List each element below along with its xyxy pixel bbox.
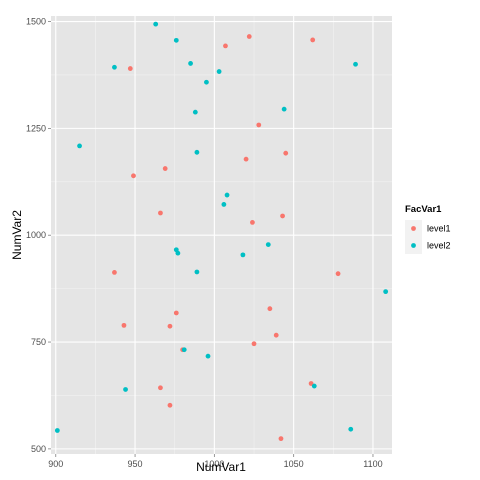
data-point-level1	[251, 341, 257, 347]
data-point-level2	[383, 289, 389, 295]
data-point-level2	[216, 69, 222, 74]
data-point-level2	[194, 269, 200, 275]
data-point-level2	[348, 426, 354, 432]
data-point-level1	[250, 219, 255, 225]
data-point-level1	[246, 34, 252, 39]
data-point-level2	[353, 61, 358, 67]
data-point-level2	[192, 109, 198, 115]
data-point-level1	[158, 210, 163, 216]
data-point-level1	[173, 310, 179, 316]
data-point-level2	[188, 61, 193, 66]
data-point-level1	[278, 436, 284, 442]
x-tick-label: 900	[48, 459, 63, 469]
data-point-level2	[224, 192, 230, 198]
data-point-level2	[173, 37, 179, 43]
data-point-level2	[221, 202, 227, 207]
y-tick-label: 1000	[26, 230, 46, 240]
data-points	[54, 21, 389, 442]
data-point-level1	[167, 323, 173, 329]
data-point-level1	[131, 173, 136, 179]
y-tick-label: 1250	[26, 123, 46, 133]
y-axis-ticks: 500 750 1000 1250 1500	[26, 17, 51, 454]
data-point-level1	[112, 269, 117, 275]
data-point-level2	[281, 106, 287, 112]
data-point-level2	[112, 64, 117, 70]
x-axis-ticks: 900 950 1000 1050 1100	[48, 454, 383, 469]
major-gridlines	[51, 16, 392, 454]
data-point-level2	[240, 252, 246, 258]
data-point-level1	[335, 271, 341, 277]
data-point-level1	[273, 332, 279, 338]
data-point-level1	[158, 385, 163, 391]
data-point-level2	[181, 347, 187, 353]
data-point-level2	[153, 21, 159, 27]
data-point-level2	[123, 387, 128, 392]
y-axis-title: NumVar2	[10, 210, 24, 260]
data-point-level1	[256, 122, 262, 128]
data-point-level2	[204, 79, 209, 85]
data-point-level1	[310, 37, 316, 43]
data-point-level1	[243, 156, 249, 162]
x-tick-label: 1000	[204, 459, 224, 469]
data-point-level1	[283, 150, 289, 156]
x-tick-label: 1100	[363, 459, 382, 469]
data-point-level1	[223, 43, 228, 49]
data-point-level2	[175, 250, 181, 256]
x-tick-label: 1050	[284, 459, 304, 469]
legend: FacVar1 level1 level2	[405, 204, 451, 254]
legend-label-level2: level2	[427, 241, 451, 251]
data-point-level2	[265, 242, 271, 248]
data-point-level1	[127, 66, 133, 71]
data-point-level1	[280, 213, 285, 219]
data-point-level1	[121, 322, 127, 328]
data-point-level1	[267, 306, 273, 312]
legend-dot-level2	[411, 243, 416, 248]
legend-title: FacVar1	[405, 204, 442, 215]
x-axis-title: NumVar1	[196, 460, 246, 474]
x-tick-label: 950	[128, 459, 143, 469]
y-tick-label: 500	[31, 444, 46, 454]
data-point-level1	[167, 402, 173, 408]
data-point-level2	[194, 149, 200, 155]
data-point-level2	[205, 353, 211, 359]
data-point-level2	[311, 383, 317, 389]
legend-label-level1: level1	[427, 224, 451, 234]
data-point-level1	[162, 166, 168, 171]
y-tick-label: 750	[31, 337, 46, 347]
y-tick-label: 1500	[26, 17, 46, 27]
legend-dot-level1	[411, 226, 416, 231]
data-point-level2	[54, 428, 60, 433]
data-point-level2	[77, 143, 82, 149]
